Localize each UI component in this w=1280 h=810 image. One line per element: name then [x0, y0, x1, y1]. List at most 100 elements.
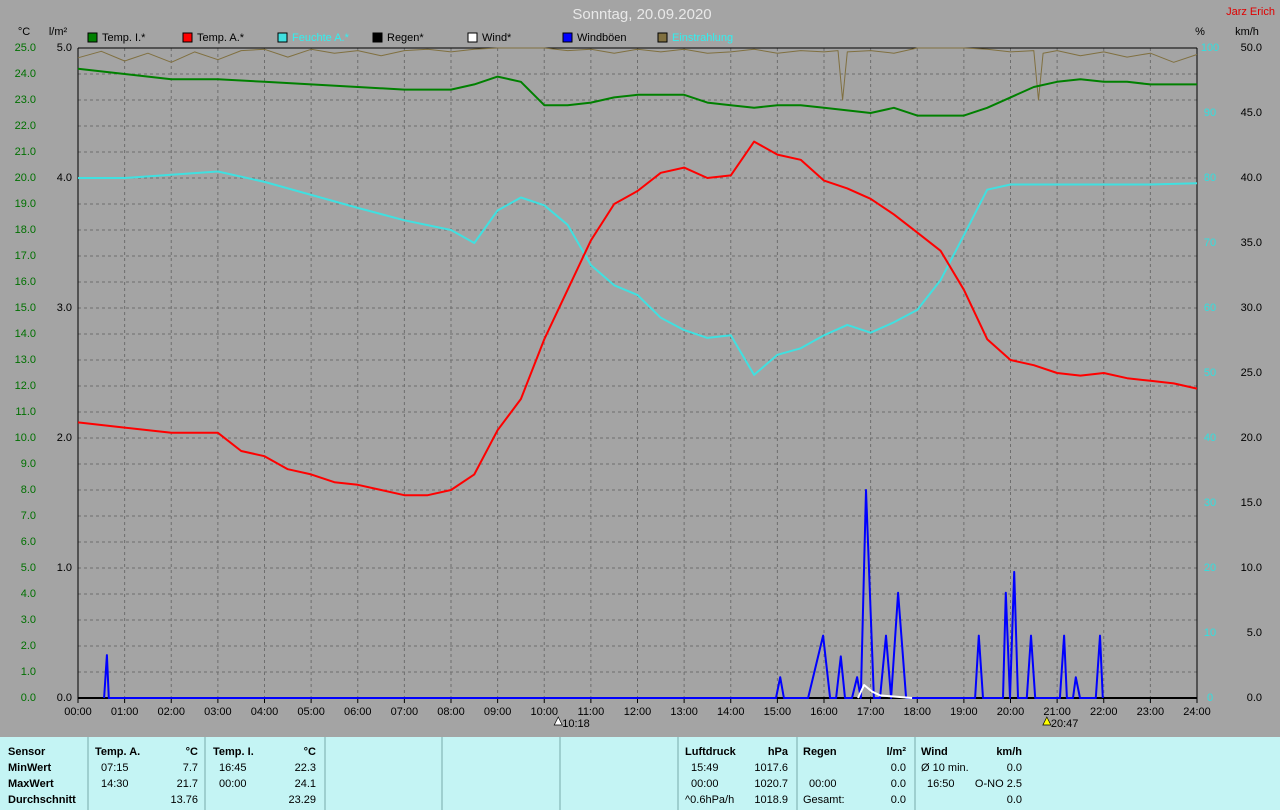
- summary-header: Sensor: [8, 746, 46, 758]
- author: Jarz Erich: [1226, 6, 1275, 18]
- series-line: [103, 489, 1104, 699]
- summary-header: hPa: [768, 746, 789, 758]
- x-tick-label: 17:00: [857, 706, 885, 718]
- y2-tick-label: 100: [1201, 42, 1219, 54]
- x-tick-label: 10:00: [530, 706, 558, 718]
- y-tick-label: 23.0: [15, 94, 36, 106]
- legend-swatch: [277, 32, 288, 43]
- y2-tick-label: 60: [1204, 302, 1216, 314]
- legend-label: Wind*: [482, 32, 512, 44]
- x-tick-label: 03:00: [204, 706, 232, 718]
- y-tick-label: 24.0: [15, 68, 36, 80]
- y-tick-label: 19.0: [15, 198, 36, 210]
- x-tick-label: 09:00: [484, 706, 512, 718]
- series-line: [78, 170, 1198, 376]
- summary-header: Luftdruck: [685, 746, 737, 758]
- summary-cell: 1017.6: [754, 762, 788, 774]
- x-tick-label: 05:00: [297, 706, 325, 718]
- x-tick-label: 12:00: [624, 706, 652, 718]
- y3-tick-label: 3.0: [57, 302, 72, 314]
- y-tick-label: 5.0: [21, 562, 36, 574]
- y-tick-label: 16.0: [15, 276, 36, 288]
- y4-tick-label: 10.0: [1241, 562, 1262, 574]
- summary-cell: 15:49: [691, 762, 719, 774]
- x-tick-label: 20:00: [997, 706, 1025, 718]
- y-tick-label: 1.0: [21, 666, 36, 678]
- y4-tick-label: 40.0: [1241, 172, 1262, 184]
- y-tick-label: 17.0: [15, 250, 36, 262]
- x-tick-label: 06:00: [344, 706, 372, 718]
- summary-cell: 07:15: [101, 762, 129, 774]
- y-tick-label: 18.0: [15, 224, 36, 236]
- legend-label: Windböen: [577, 32, 627, 44]
- summary-header: km/h: [996, 746, 1022, 758]
- summary-cell: 24.1: [295, 778, 316, 790]
- y3-tick-label: 2.0: [57, 432, 72, 444]
- y4-tick-label: 5.0: [1247, 627, 1262, 639]
- summary-header: l/m²: [886, 746, 906, 758]
- x-tick-label: 19:00: [950, 706, 978, 718]
- summary-cell: 1018.9: [754, 794, 788, 806]
- x-tick-label: 16:00: [810, 706, 838, 718]
- chart-title: Sonntag, 20.09.2020: [572, 6, 711, 23]
- legend-swatch: [87, 32, 98, 43]
- summary-header: Temp. I.: [213, 746, 254, 758]
- y2-tick-label: 30: [1204, 497, 1216, 509]
- y3-axis-unit: l/m²: [49, 26, 68, 38]
- summary-cell: 0.0: [891, 762, 906, 774]
- y3-tick-label: 0.0: [57, 692, 72, 704]
- summary-cell: 23.29: [288, 794, 316, 806]
- summary-cell: 21.7: [177, 778, 198, 790]
- y2-tick-label: 0: [1207, 692, 1213, 704]
- y4-tick-label: 30.0: [1241, 302, 1262, 314]
- x-tick-label: 22:00: [1090, 706, 1118, 718]
- legend-swatch: [562, 32, 573, 43]
- y2-tick-label: 90: [1204, 107, 1216, 119]
- summary-cell: 16:50: [927, 778, 955, 790]
- y-tick-label: 14.0: [15, 328, 36, 340]
- legend-swatch: [467, 32, 478, 43]
- legend-label: Regen*: [387, 32, 424, 44]
- summary-cell: 0.0: [1007, 762, 1022, 774]
- summary-header: Wind: [921, 746, 948, 758]
- y-tick-label: 21.0: [15, 146, 36, 158]
- series-line: [77, 47, 1198, 101]
- y2-tick-label: 50: [1204, 367, 1216, 379]
- summary-header: °C: [186, 746, 198, 758]
- x-tick-label: 18:00: [903, 706, 931, 718]
- y2-tick-label: 80: [1204, 172, 1216, 184]
- y-tick-label: 13.0: [15, 354, 36, 366]
- summary-cell: MaxWert: [8, 778, 54, 790]
- x-tick-label: 23:00: [1137, 706, 1165, 718]
- x-tick-label: 14:00: [717, 706, 745, 718]
- y-tick-label: 22.0: [15, 120, 36, 132]
- summary-cell: ^0.6hPa/h: [685, 794, 734, 806]
- y-tick-label: 15.0: [15, 302, 36, 314]
- y-tick-label: 7.0: [21, 510, 36, 522]
- y2-tick-label: 40: [1204, 432, 1216, 444]
- y4-tick-label: 35.0: [1241, 237, 1262, 249]
- y4-tick-label: 25.0: [1241, 367, 1262, 379]
- y3-tick-label: 1.0: [57, 562, 72, 574]
- summary-cell: Gesamt:: [803, 794, 845, 806]
- annotation-label: 10:18: [562, 718, 590, 730]
- x-tick-label: 08:00: [437, 706, 465, 718]
- summary-dividers: [87, 737, 916, 810]
- x-tick-label: 02:00: [157, 706, 185, 718]
- series-line: [857, 684, 913, 699]
- y3-tick-label: 4.0: [57, 172, 72, 184]
- series-line: [77, 140, 1198, 497]
- x-tick-label: 07:00: [391, 706, 419, 718]
- x-tick-label: 11:00: [578, 706, 605, 718]
- y-tick-label: 8.0: [21, 484, 36, 496]
- y-tick-label: 9.0: [21, 458, 36, 470]
- y-tick-label: 12.0: [15, 380, 36, 392]
- y4-tick-label: 15.0: [1241, 497, 1262, 509]
- y-tick-label: 11.0: [15, 406, 36, 418]
- summary-cell: 7.7: [183, 762, 198, 774]
- x-tick-label: 01:00: [111, 706, 139, 718]
- y-tick-label: 2.0: [21, 640, 36, 652]
- summary-cell: 00:00: [219, 778, 247, 790]
- legend-label: Feuchte A.*: [292, 32, 350, 44]
